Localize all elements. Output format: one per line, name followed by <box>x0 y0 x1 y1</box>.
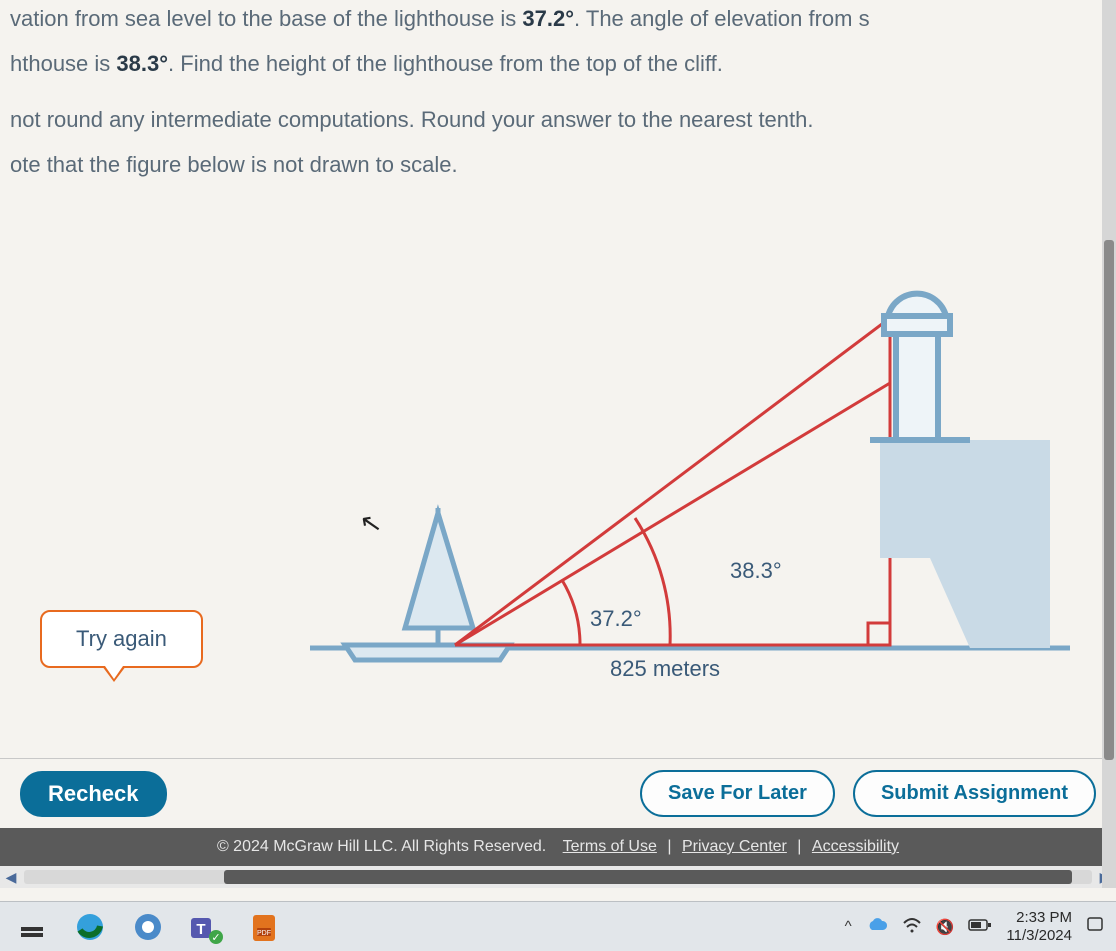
try-again-button[interactable]: Try again <box>40 610 203 668</box>
terms-link[interactable]: Terms of Use <box>563 838 657 856</box>
try-again-label: Try again <box>76 626 167 651</box>
date-text: 11/3/2024 <box>1006 927 1072 944</box>
save-for-later-button[interactable]: Save For Later <box>640 770 835 817</box>
text: . The angle of elevation from s <box>574 6 870 31</box>
angle-low-label: 37.2° <box>590 606 642 631</box>
instruction-text: not round any intermediate computations.… <box>10 101 1106 138</box>
action-bar: Recheck Save For Later Submit Assignment <box>0 758 1116 828</box>
task-icon-teams[interactable]: T✓ <box>186 907 226 947</box>
task-icon-generic[interactable] <box>12 907 52 947</box>
svg-text:T: T <box>196 921 205 938</box>
problem-area: vation from sea level to the base of the… <box>0 0 1116 708</box>
text: hthouse is <box>10 51 116 76</box>
figure: 37.2° 38.3° 825 meters Try again ↖ <box>10 208 1090 708</box>
angle-high-label: 38.3° <box>730 558 782 583</box>
angle-1: 37.2° <box>522 6 574 31</box>
tray-cloud-icon[interactable] <box>866 917 888 937</box>
clock[interactable]: 2:33 PM 11/3/2024 <box>1006 909 1072 944</box>
try-again-tooltip: Try again <box>40 610 203 668</box>
scroll-left-icon[interactable]: ◀ <box>0 866 22 888</box>
scroll-track[interactable] <box>24 870 1092 884</box>
text: . Find the height of the lighthouse from… <box>168 51 723 76</box>
privacy-link[interactable]: Privacy Center <box>682 838 787 856</box>
angle-2: 38.3° <box>116 51 168 76</box>
tray-battery-icon[interactable] <box>968 918 992 936</box>
base-label: 825 meters <box>610 656 720 681</box>
time-text: 2:33 PM <box>1006 909 1072 926</box>
divider: | <box>793 838 806 856</box>
tray-wifi-icon[interactable] <box>902 917 922 937</box>
note-text: ote that the figure below is not drawn t… <box>10 146 1106 183</box>
vertical-scroll-thumb[interactable] <box>1104 240 1114 760</box>
taskbar: T✓ PDF ^ 🔇 2:33 PM 11/3/2024 <box>0 901 1116 951</box>
problem-line-1: vation from sea level to the base of the… <box>10 0 1106 37</box>
task-icon-browser[interactable] <box>128 907 168 947</box>
scroll-thumb[interactable] <box>224 870 1072 884</box>
vertical-scrollbar[interactable] <box>1102 0 1116 888</box>
tray-chevron-icon[interactable]: ^ <box>845 918 852 935</box>
problem-line-2: hthouse is 38.3°. Find the height of the… <box>10 45 1106 82</box>
accessibility-link[interactable]: Accessibility <box>812 838 899 856</box>
system-tray: ^ 🔇 2:33 PM 11/3/2024 <box>845 909 1104 944</box>
divider: | <box>663 838 676 856</box>
lighthouse-icon <box>870 293 1050 647</box>
svg-text:PDF: PDF <box>257 930 271 937</box>
task-icon-pdf[interactable]: PDF <box>244 907 284 947</box>
task-icon-edge[interactable] <box>70 907 110 947</box>
horizontal-scrollbar[interactable]: ◀ ▶ <box>0 866 1116 888</box>
footer: © 2024 McGraw Hill LLC. All Rights Reser… <box>0 828 1116 866</box>
submit-assignment-button[interactable]: Submit Assignment <box>853 770 1096 817</box>
recheck-button[interactable]: Recheck <box>20 771 167 817</box>
triangle-lines <box>455 318 890 645</box>
copyright-text: © 2024 McGraw Hill LLC. All Rights Reser… <box>217 838 546 856</box>
svg-text:✓: ✓ <box>211 932 220 944</box>
tray-volume-icon[interactable]: 🔇 <box>936 918 955 936</box>
tray-notification-icon[interactable] <box>1086 916 1104 938</box>
text: vation from sea level to the base of the… <box>10 6 522 31</box>
